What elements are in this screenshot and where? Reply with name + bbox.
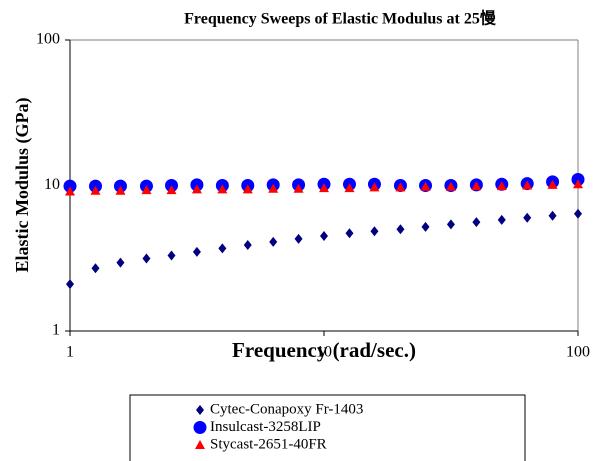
x-tick-label: 100 [566,344,590,361]
data-point [421,221,430,232]
legend-label: Insulcast-3258LIP [210,419,321,435]
legend-marker [196,405,204,415]
y-tick-label: 100 [36,31,60,48]
data-point [116,257,125,268]
data-point [320,230,328,241]
data-point [293,183,304,193]
data-point [217,184,228,194]
data-point [294,233,303,244]
legend-marker [195,440,205,449]
data-point [63,179,77,193]
data-point [243,240,252,251]
data-point [523,212,532,223]
legend-marker [193,421,207,434]
data-point [115,185,126,195]
data-point [141,185,152,195]
data-point [191,184,202,194]
data-point [472,217,481,228]
data-point [345,228,354,239]
data-point [522,180,533,190]
y-tick-label: 10 [44,176,60,193]
data-point [496,181,507,191]
x-tick-label: 10 [316,344,332,361]
data-point [547,179,558,189]
data-point [420,181,431,191]
legend-label: Stycast-2651-40FR [210,436,327,452]
data-point [66,279,74,290]
data-point [167,250,176,261]
data-point [192,246,201,257]
data-point [573,179,583,189]
data-point [91,263,100,274]
legend-label: Cytec-Conapoxy Fr-1403 [210,401,363,417]
data-point [319,183,329,193]
x-axis-label: Frequency (rad/sec.) [232,338,416,362]
data-point [268,183,279,193]
y-tick-label: 1 [52,322,60,339]
legend-box [129,394,526,461]
chart-title: Frequency Sweeps of Elastic Modulus at 2… [184,10,497,28]
data-point [90,185,101,195]
data-point [370,226,379,237]
data-point [344,183,355,193]
data-point [446,219,455,230]
data-point [369,182,380,192]
data-point [242,184,253,194]
data-point [497,214,506,225]
data-point [166,185,177,195]
data-point [574,208,582,219]
data-point [269,236,278,247]
data-point [395,182,406,192]
data-point [445,181,456,191]
data-point [142,253,151,264]
data-point [396,224,405,235]
data-point [471,181,482,191]
y-axis-label: Elastic Modulus (GPa) [12,97,33,272]
data-point [65,186,75,196]
x-tick-label: 1 [66,344,74,361]
data-point [548,210,557,221]
data-point [218,243,227,254]
